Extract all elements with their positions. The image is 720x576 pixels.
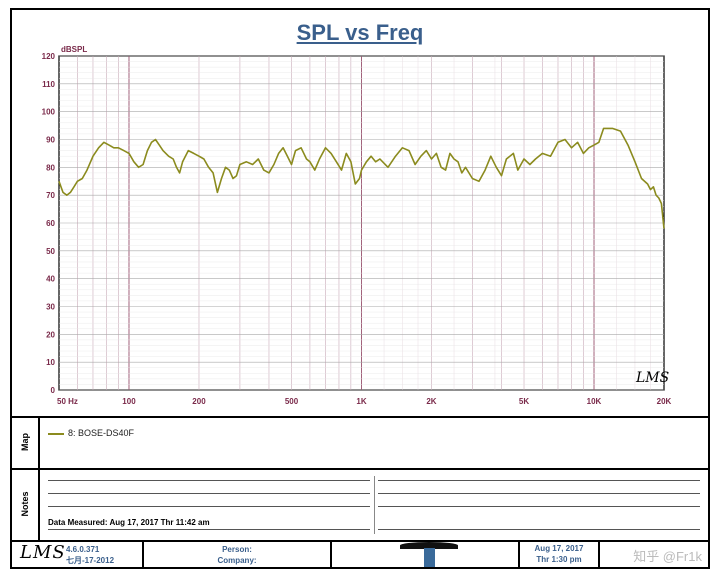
x-tick-label: 100 xyxy=(122,397,136,406)
x-tick-label: 500 xyxy=(285,397,299,406)
x-tick-label: 1K xyxy=(356,397,366,406)
x-tick-label: 50 Hz xyxy=(57,397,78,406)
note-line xyxy=(378,506,700,507)
notes-label: Notes xyxy=(20,491,30,517)
legend-swatch xyxy=(48,432,64,435)
y-tick-label: 90 xyxy=(46,136,55,145)
note-line xyxy=(378,529,700,530)
person-label: Person: xyxy=(222,545,252,554)
redaction-stem xyxy=(424,548,435,567)
x-tick-label: 200 xyxy=(192,397,206,406)
y-tick-label: 10 xyxy=(46,358,55,367)
x-tick-label: 20K xyxy=(657,397,672,406)
date-measured: Data Measured: Aug 17, 2017 Thr 11:42 am xyxy=(48,518,210,527)
notes-panel: Notes Data Measured: Aug 17, 2017 Thr 11… xyxy=(12,468,708,542)
x-tick-label: 2K xyxy=(426,397,436,406)
legend-label: 8: BOSE-DS40F xyxy=(68,428,135,438)
version-number: 4.6.0.371 xyxy=(66,545,100,554)
plot-region: SPL vs Freq 0 10 20 30 40 50 60 70 80 90 100 110 120… xyxy=(12,10,708,418)
footer-date: Aug 17, 2017 xyxy=(534,544,584,553)
y-tick-label: 100 xyxy=(42,108,56,117)
y-tick-label: 40 xyxy=(46,275,55,284)
note-line xyxy=(378,480,700,481)
footer-time: Thr 1:30 pm xyxy=(536,555,582,564)
company-label: Company: xyxy=(217,556,257,565)
y-axis-label: dBSPL xyxy=(61,45,87,54)
y-tick-label: 50 xyxy=(46,247,55,256)
map-side-label: Map xyxy=(12,416,40,468)
plot-lms-mark: LMS xyxy=(636,370,670,386)
footer-blank-cell xyxy=(332,540,520,567)
legend-entry[interactable]: 8: BOSE-DS40F xyxy=(48,428,134,438)
map-panel: Map 8: BOSE-DS40F xyxy=(12,416,708,470)
note-line xyxy=(378,493,700,494)
note-line xyxy=(48,506,370,507)
watermark: 知乎 @Fr1k xyxy=(633,549,702,564)
note-line xyxy=(48,480,370,481)
note-line xyxy=(48,529,370,530)
person-company: Person: Company: xyxy=(144,544,330,566)
notes-side-label: Notes xyxy=(12,468,40,540)
footer-logo-cell: LMS 4.6.0.371 七月-17-2012 xyxy=(12,540,144,567)
y-tick-label: 110 xyxy=(42,80,55,89)
footer-person-cell: Person: Company: xyxy=(144,540,332,567)
map-label: Map xyxy=(20,433,30,451)
footer-watermark-cell: 知乎 @Fr1k xyxy=(600,540,708,567)
date-time: Aug 17, 2017 Thr 1:30 pm xyxy=(520,543,598,565)
y-tick-label: 70 xyxy=(46,191,55,200)
chart-title: SPL vs Freq xyxy=(296,20,424,45)
y-tick-label: 80 xyxy=(46,163,55,172)
note-line xyxy=(48,493,370,494)
series-line xyxy=(58,127,665,229)
version-info: 4.6.0.371 七月-17-2012 xyxy=(66,544,114,566)
footer-date-cell: Aug 17, 2017 Thr 1:30 pm xyxy=(520,540,600,567)
y-tick-label: 0 xyxy=(51,386,56,395)
y-tick-label: 20 xyxy=(46,330,55,339)
notes-divider xyxy=(374,476,375,534)
x-tick-label: 10K xyxy=(587,397,602,406)
footer: LMS 4.6.0.371 七月-17-2012 Person: Company… xyxy=(12,540,708,567)
report-frame: SPL vs Freq 0 10 20 30 40 50 60 70 80 90 100 110 120… xyxy=(10,8,710,569)
y-tick-label: 60 xyxy=(46,219,55,228)
redaction-mark xyxy=(400,542,458,549)
spl-chart: 0 10 20 30 40 50 60 70 80 90 100 110 120 dBSPL 50 Hz 10… xyxy=(42,45,672,406)
y-tick-label: 120 xyxy=(42,52,56,61)
version-date: 七月-17-2012 xyxy=(66,556,115,565)
lms-logo: LMS xyxy=(20,542,66,563)
x-tick-label: 5K xyxy=(519,397,529,406)
y-tick-label: 30 xyxy=(46,303,55,312)
